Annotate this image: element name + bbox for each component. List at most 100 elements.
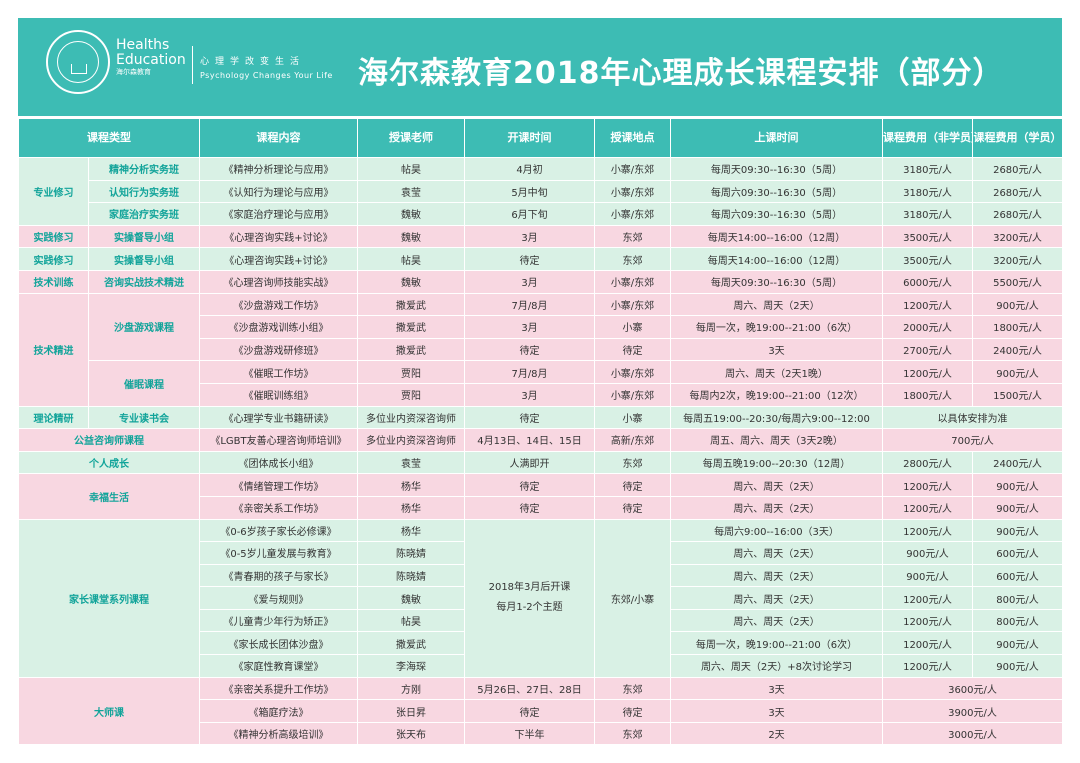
cell-fee2: 900元/人 [972, 654, 1063, 678]
cell-name: 《沙盘游戏研修班》 [199, 337, 358, 362]
subcategory-cell: 专业读书会 [88, 405, 200, 430]
header-banner: Healths Education 海尔森教育 心理学改变生活 Psycholo… [18, 18, 1062, 116]
subcategory-cell: 催眠课程 [88, 360, 200, 407]
cell-teacher: 魏敏 [357, 224, 465, 249]
cell-teacher: 帖昊 [357, 247, 465, 271]
cell-time: 每周内2次，晚19:00--21:00（12次） [670, 382, 883, 407]
table-row: 幸福生活 《情绪管理工作坊》 杨华 待定 待定 周六、周天（2天） 1200元/… [18, 473, 1063, 520]
cell-name: 《心理咨询师技能实战》 [199, 269, 358, 294]
table-row: 《家长成长团体沙盘》 撒爱武 每周一次，晚19:00--21:00（6次） 12… [19, 631, 1063, 656]
cell-fee2: 900元/人 [972, 495, 1063, 520]
cell-fee1: 3500元/人 [882, 224, 973, 249]
cell-time: 每周天14:00--16:00（12周） [670, 247, 883, 271]
col-course-type: 课程类型 [18, 118, 200, 158]
cell-fee1: 1200元/人 [882, 360, 973, 384]
cell-fee2: 900元/人 [972, 518, 1063, 543]
cell-fee1: 1200元/人 [882, 518, 973, 543]
cell-fee2: 600元/人 [972, 563, 1063, 588]
cell-time: 每周天09:30--16:30（5周） [670, 157, 883, 181]
table-row: 实践修习 实操督导小组 《心理咨询实践+讨论》 帖昊 待定 东郊 每周天14:0… [18, 247, 1063, 271]
cell-fee1: 900元/人 [882, 563, 973, 588]
cell-place: 东郊/小寨 [594, 518, 671, 678]
cell-fee1: 1200元/人 [882, 473, 973, 497]
cell-fee1: 3180元/人 [882, 157, 973, 181]
cell-time: 周六、周天（2天）+8次讨论学习 [670, 654, 883, 678]
cell-fee2: 900元/人 [972, 292, 1063, 317]
subcategory-cell: 精神分析实务班 [88, 157, 200, 181]
cell-time: 每周天14:00--16:00（12周） [670, 224, 883, 249]
table-row: 理论精研 专业读书会 《心理学专业书籍研读》 多位业内资深咨询师 待定 小寨 每… [18, 405, 1063, 430]
table-row: 《沙盘游戏研修班》 撒爱武 待定 待定 3天 2700元/人 2400元/人 [19, 337, 1063, 362]
cell-start: 3月 [464, 382, 595, 407]
cell-teacher: 魏敏 [357, 202, 465, 226]
category-cell: 个人成长 [18, 450, 200, 475]
cell-time: 周六、周天（2天） [670, 586, 883, 610]
cell-time: 3天 [670, 337, 883, 362]
cell-name: 《精神分析理论与应用》 [199, 157, 358, 181]
cell-teacher: 陈晓婧 [357, 563, 465, 588]
cell-teacher: 贾阳 [357, 360, 465, 384]
subcategory-cell: 沙盘游戏课程 [88, 292, 200, 362]
table-row: 技术精进 沙盘游戏课程 《沙盘游戏工作坊》 撒爱武 7月/8月 小寨/东郊 周六… [18, 292, 1063, 407]
table-header-row: 课程类型 课程内容 授课老师 开课时间 授课地点 上课时间 课程费用（非学员） … [18, 118, 1063, 158]
cell-name: 《沙盘游戏工作坊》 [199, 292, 358, 317]
brand-name: Healths Education 海尔森教育 [116, 37, 186, 77]
cell-fee2: 3200元/人 [972, 224, 1063, 249]
page-title: 海尔森教育2018年心理成长课程安排（部分） [358, 56, 1004, 91]
col-course-content: 课程内容 [199, 118, 358, 158]
cell-start: 7月/8月 [464, 292, 595, 317]
col-fee-nonmember: 课程费用（非学员） [882, 118, 973, 158]
table-row: 《催眠训练组》 贾阳 3月 小寨/东郊 每周内2次，晚19:00--21:00（… [19, 382, 1063, 407]
cell-fee1: 1200元/人 [882, 495, 973, 520]
cell-name: 《家长成长团体沙盘》 [199, 631, 358, 656]
cell-start: 待定 [464, 473, 595, 497]
cell-start: 待定 [464, 247, 595, 271]
cell-place: 小寨/东郊 [594, 292, 671, 317]
cell-fee2: 3200元/人 [972, 247, 1063, 271]
cell-fee2: 800元/人 [972, 608, 1063, 633]
cell-fee2: 2680元/人 [972, 202, 1063, 226]
cell-place: 小寨/东郊 [594, 202, 671, 226]
cell-time: 周六、周天（2天） [670, 495, 883, 520]
table-row: 公益咨询师课程 《LGBT友善心理咨询师培训》 多位业内资深咨询师 4月13日、… [18, 428, 1063, 452]
cell-teacher: 张日昇 [357, 699, 465, 723]
category-cell: 公益咨询师课程 [18, 428, 200, 452]
cell-teacher: 魏敏 [357, 586, 465, 610]
cell-teacher: 杨华 [357, 473, 465, 497]
course-table: 课程类型 课程内容 授课老师 开课时间 授课地点 上课时间 课程费用（非学员） … [18, 118, 1063, 746]
cell-fee2: 5500元/人 [972, 269, 1063, 294]
cell-name: 《心理咨询实践+讨论》 [199, 224, 358, 249]
cell-teacher: 杨华 [357, 495, 465, 520]
cell-place: 东郊 [594, 224, 671, 249]
cell-name: 《亲密关系工作坊》 [199, 495, 358, 520]
table-row: 催眠课程 《催眠工作坊》 贾阳 7月/8月 小寨/东郊 周六、周天（2天1晚） … [19, 360, 1063, 407]
cell-name: 《心理学专业书籍研读》 [199, 405, 358, 430]
cell-fee1: 1200元/人 [882, 654, 973, 678]
logo-emblem-icon [46, 30, 110, 94]
cell-name: 《催眠工作坊》 [199, 360, 358, 384]
category-cell: 理论精研 [18, 405, 89, 430]
cell-time: 每周六9:00--16:00（3天） [670, 518, 883, 543]
cell-start: 5月中旬 [464, 179, 595, 204]
cell-start: 待定 [464, 405, 595, 430]
cell-name: 《沙盘游戏训练小组》 [199, 315, 358, 339]
cell-fee2: 1500元/人 [972, 382, 1063, 407]
cell-place: 待定 [594, 473, 671, 497]
cell-place: 东郊 [594, 450, 671, 475]
cell-time: 3天 [670, 676, 883, 701]
cell-fee: 3000元/人 [882, 721, 1063, 746]
cell-place: 小寨/东郊 [594, 179, 671, 204]
cell-start: 下半年 [464, 721, 595, 746]
table-row: 技术训练 咨询实战技术精进 《心理咨询师技能实战》 魏敏 3月 小寨/东郊 每周… [18, 269, 1063, 294]
table-row: 大师课 《亲密关系提升工作坊》 方刚 5月26日、27日、28日 东郊 3天 3… [18, 676, 1063, 746]
subcategory-cell: 咨询实战技术精进 [88, 269, 200, 294]
cell-fee1: 2000元/人 [882, 315, 973, 339]
cell-start: 7月/8月 [464, 360, 595, 384]
cell-teacher: 魏敏 [357, 269, 465, 294]
cell-time: 周五、周六、周天（3天2晚） [670, 428, 883, 452]
cell-start: 4月初 [464, 157, 595, 181]
cell-time: 每周一次，晚19:00--21:00（6次） [670, 315, 883, 339]
cell-start: 待定 [464, 495, 595, 520]
cell-fee1: 1200元/人 [882, 608, 973, 633]
cell-name: 《情绪管理工作坊》 [199, 473, 358, 497]
